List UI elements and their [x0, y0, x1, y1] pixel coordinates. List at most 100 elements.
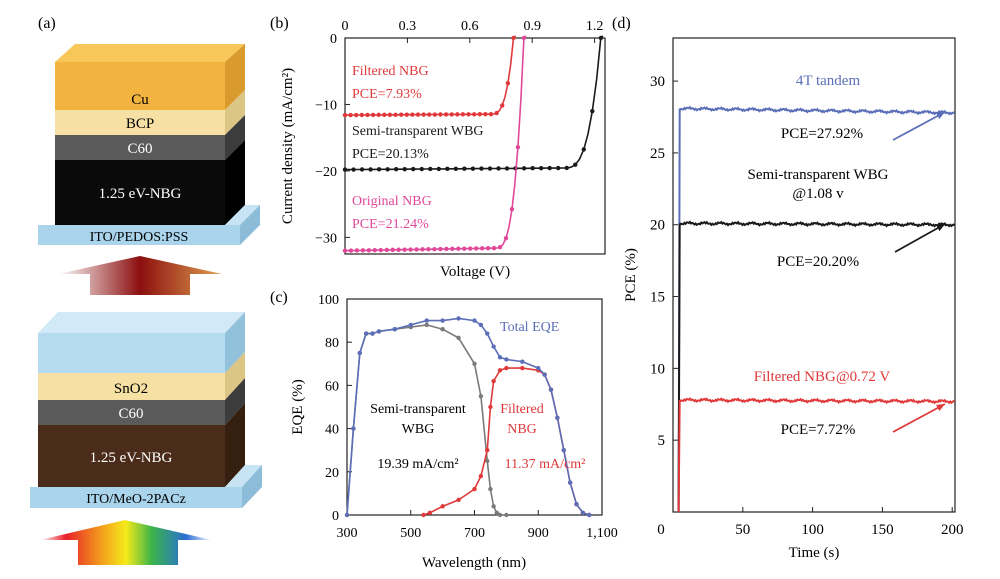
jv-point — [470, 166, 476, 171]
jv-point — [359, 112, 365, 118]
pce-ytick-label: 5 — [658, 433, 666, 449]
jv-point — [372, 247, 378, 253]
jv-point — [393, 167, 399, 172]
eqe-point — [440, 327, 445, 332]
eqe-point — [494, 510, 500, 516]
eqe-xtick-label: 300 — [337, 526, 358, 541]
eqe-point — [456, 335, 461, 341]
pce-tandem-arrow-head — [936, 112, 945, 120]
cu-layer-label: Cu — [131, 92, 149, 108]
jv-point — [396, 247, 401, 252]
jv-point — [455, 112, 460, 117]
jv-ytick-label: −20 — [315, 165, 337, 180]
jv-point — [466, 112, 471, 117]
pce-trace-2 — [677, 397, 956, 513]
pce-xlabel: Time (s) — [789, 545, 840, 561]
cu-layer — [55, 62, 225, 110]
jv-point — [385, 167, 390, 172]
ito-side — [240, 205, 260, 245]
eqe-point — [520, 365, 525, 371]
ito-top-face — [38, 205, 260, 225]
ito-bottom-substrate — [30, 487, 242, 508]
eqe-point — [548, 387, 554, 392]
eqe-point — [424, 322, 429, 328]
eqe-point — [440, 504, 445, 509]
jv-point — [348, 112, 353, 118]
eqe-point — [580, 510, 586, 516]
jv-wbg-pce: PCE=20.13% — [352, 147, 429, 162]
jv-point — [471, 112, 477, 117]
jv-point — [360, 248, 366, 253]
pce-stability-chart: 0 50 100 150 200 5 10 15 20 25 30 4T tandem PCE=27.9… — [623, 37, 963, 561]
eqe-point — [427, 510, 433, 516]
eqe-point — [491, 378, 496, 384]
eqe-point — [363, 331, 369, 336]
ito-bottom-side — [242, 465, 262, 508]
eqe-point — [497, 355, 503, 360]
cu-layer-side — [225, 44, 245, 110]
eqe-ytick-label: 60 — [325, 379, 339, 394]
panel-a-label: (a) — [38, 15, 56, 32]
jv-xtick-label: 1.2 — [586, 19, 604, 34]
pce-wbg-arrow — [894, 223, 946, 253]
jv-point — [511, 35, 516, 41]
jv-point — [376, 167, 382, 172]
pce-nbg-arrow-head — [936, 404, 945, 412]
eqe-point — [478, 394, 484, 399]
eqe-point — [421, 512, 426, 518]
eqe-point — [472, 318, 477, 323]
eqe-point — [504, 357, 509, 362]
transmitted-light-arrow — [58, 256, 222, 295]
eqe-xtick-label: 700 — [464, 526, 485, 541]
pce-tandem-arrow — [892, 111, 946, 141]
jv-point — [354, 248, 360, 253]
jv-ylabel: Current density (mA/cm²) — [280, 68, 296, 224]
eqe-point — [351, 426, 356, 431]
eqe-point — [392, 327, 398, 332]
sno2-layer-label: SnO2 — [114, 381, 148, 397]
jv-point — [376, 112, 381, 118]
jv-point — [420, 247, 425, 252]
eqe-xtick-label: 900 — [528, 526, 549, 541]
eqe-point — [567, 480, 573, 485]
eqe-point — [488, 486, 493, 492]
jv-point — [426, 247, 431, 252]
jv-point — [547, 165, 552, 171]
bcp-layer-label: BCP — [126, 116, 154, 132]
eqe-point — [497, 512, 503, 518]
jv-xtick-label: 0 — [342, 19, 349, 34]
eqe-point — [491, 504, 496, 509]
eqe-point — [491, 344, 496, 349]
eqe-ytick-label: 0 — [332, 509, 339, 524]
nbg-layer-label: 1.25 eV-NBG — [99, 186, 182, 202]
jv-point — [450, 246, 455, 252]
eqe-nbg-label-2: NBG — [507, 422, 537, 437]
eqe-wbg-label-2: WBG — [402, 422, 435, 437]
c60-layer-side — [225, 115, 245, 160]
jv-xlabel: Voltage (V) — [440, 264, 510, 280]
eqe-point — [456, 497, 461, 503]
jv-point — [581, 147, 586, 152]
nbg-layer — [55, 160, 225, 225]
panel-b-label: (b) — [270, 15, 289, 32]
jv-point — [444, 246, 449, 252]
jv-point — [351, 167, 356, 172]
pce-wbg-value: PCE=20.20% — [777, 254, 859, 270]
eqe-point — [542, 372, 547, 377]
eqe-point — [520, 359, 525, 364]
eqe-nbg-label-1: Filtered — [500, 402, 544, 417]
ito-bottom-top-face — [225, 465, 262, 487]
eqe-point — [478, 473, 484, 479]
ito-bottom-label: ITO/MeO-2PACz — [86, 492, 186, 507]
eqe-xtick-label: 1,100 — [586, 526, 618, 541]
eqe-point — [370, 331, 375, 336]
glass-top-face — [38, 312, 245, 333]
pce-tandem-value: PCE=27.92% — [781, 126, 863, 142]
pce-ytick-label: 20 — [650, 218, 665, 234]
jv-point — [432, 112, 438, 117]
jv-point — [342, 248, 348, 253]
eqe-point — [440, 318, 445, 323]
pce-ytick-label: 15 — [650, 290, 665, 306]
jv-point — [503, 235, 509, 241]
